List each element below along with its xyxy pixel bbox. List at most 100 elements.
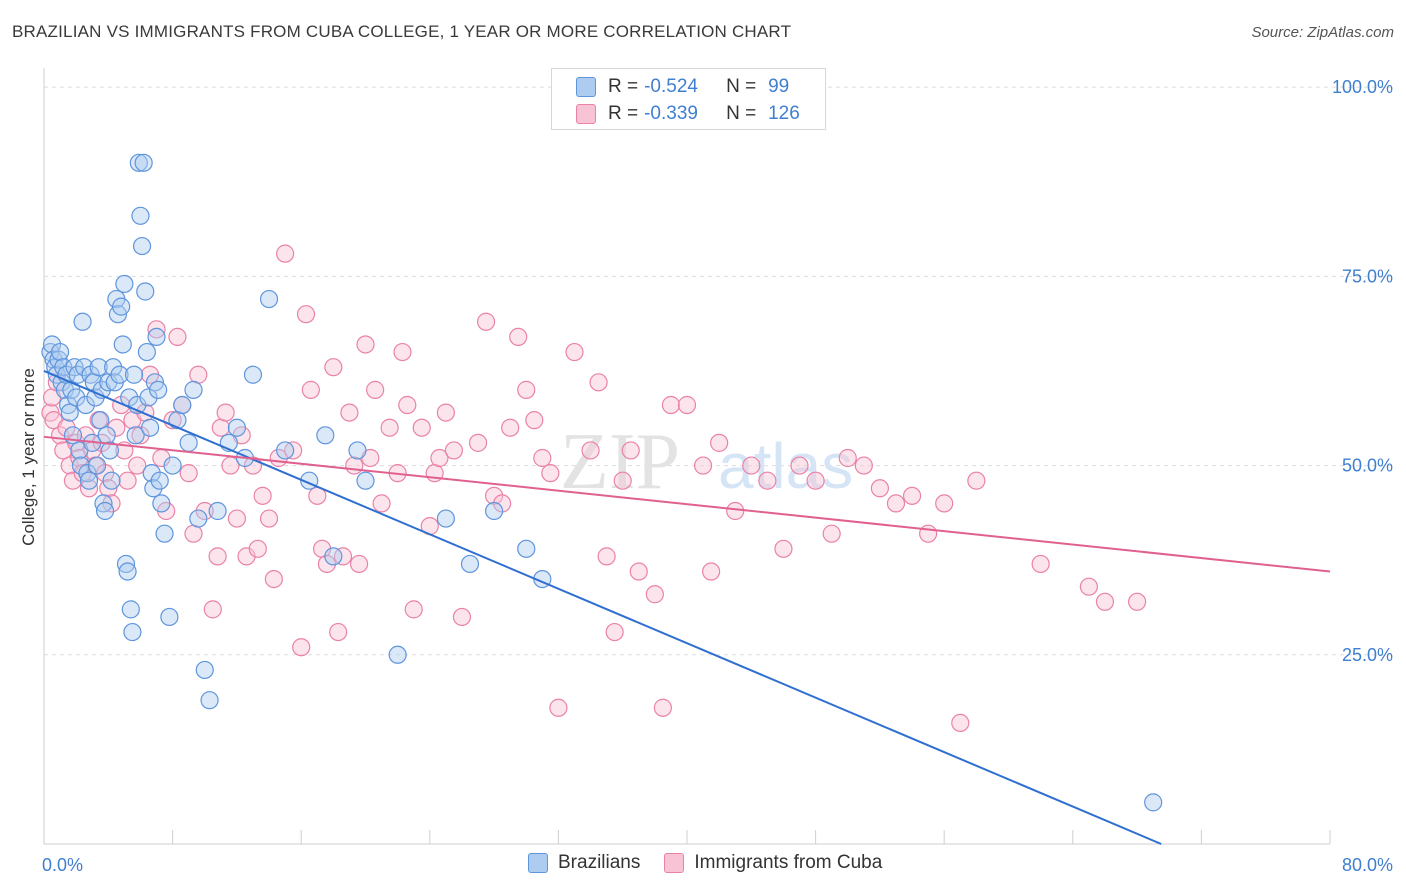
brazilian-point xyxy=(121,600,140,619)
brazilian-point xyxy=(160,607,179,627)
cuba-point xyxy=(203,600,222,619)
trend-lines xyxy=(43,370,1331,845)
brazilian-point xyxy=(118,562,137,581)
brazilian-point xyxy=(110,365,129,384)
brazilian-point xyxy=(152,494,171,513)
brazilian-point xyxy=(316,426,335,445)
cuba-point xyxy=(195,501,214,521)
brazilian-point xyxy=(517,539,536,558)
cuba-point xyxy=(581,441,600,460)
cuba-point xyxy=(702,562,721,581)
brazilian-point xyxy=(436,509,455,528)
cuba-point xyxy=(57,418,76,437)
cuba-swatch xyxy=(664,853,685,873)
y-axis-label: College, 1 year or more xyxy=(19,368,38,546)
cuba-point xyxy=(317,554,337,574)
cuba-point xyxy=(147,320,166,339)
y-tick-label: 50.0% xyxy=(1342,456,1393,476)
cuba-point xyxy=(838,448,857,468)
cuba-point xyxy=(430,448,449,468)
cuba-point xyxy=(774,539,793,558)
cuba-point xyxy=(517,380,536,399)
cuba-point xyxy=(253,486,272,505)
cuba-point xyxy=(951,713,970,733)
cuba-point xyxy=(726,501,745,521)
watermark-atlas: atlas xyxy=(718,430,853,502)
brazilian-point xyxy=(73,312,92,331)
cuba-point xyxy=(340,403,359,422)
y-tick-label: 75.0% xyxy=(1342,266,1393,286)
brazilian-point xyxy=(147,327,166,347)
cuba-point xyxy=(509,327,528,347)
brazilian-point xyxy=(184,380,203,399)
cuba-point xyxy=(468,433,488,452)
brazilian-point xyxy=(79,471,99,490)
cuba-point xyxy=(621,441,640,460)
brazilian-point xyxy=(44,350,63,369)
cuba-point xyxy=(349,554,369,574)
brazilian-point xyxy=(144,479,163,498)
x-tick-label: 0.0% xyxy=(42,855,83,875)
cuba-point xyxy=(549,698,568,717)
brazilian-point xyxy=(132,236,152,256)
cuba-point xyxy=(742,456,761,475)
cuba-point xyxy=(693,456,713,475)
y-tick-label: 100.0% xyxy=(1332,77,1393,97)
n-value: 99 xyxy=(768,76,790,97)
cuba-point xyxy=(184,524,203,543)
cuba-point xyxy=(276,244,295,263)
r-value: -0.524 xyxy=(644,76,698,97)
brazilian-point xyxy=(113,335,132,354)
source-credit: Source: ZipAtlas.com xyxy=(1251,24,1394,41)
chart-title: BRAZILIAN VS IMMIGRANTS FROM CUBA COLLEG… xyxy=(12,22,792,41)
brazilian-point xyxy=(150,471,169,490)
brazilian-point xyxy=(189,509,208,528)
brazilian-point xyxy=(115,274,134,294)
cuba-point xyxy=(333,547,353,566)
cuba-point xyxy=(324,358,343,377)
brazilian-point xyxy=(460,554,480,574)
cuba-point xyxy=(118,471,137,490)
cuba-point xyxy=(372,494,391,513)
brazilian-point xyxy=(102,471,121,490)
brazilian-point xyxy=(78,464,97,483)
brazilian-point xyxy=(91,411,110,430)
cuba-point xyxy=(710,433,729,452)
brazilian-point xyxy=(129,153,148,172)
brazilian-point xyxy=(116,554,136,574)
brazilian-point xyxy=(163,456,182,475)
legend-item-cuba[interactable]: Immigrants from Cuba xyxy=(664,852,882,874)
cuba-point xyxy=(629,562,648,581)
r-value: -0.339 xyxy=(644,103,698,124)
brazilian-point xyxy=(97,426,116,445)
legend-row-brazilians: R = -0.524 N = 99 xyxy=(576,74,789,100)
n-value: 126 xyxy=(768,103,800,124)
brazilian-point xyxy=(139,388,158,407)
cuba-point xyxy=(168,327,187,347)
brazilian-point xyxy=(89,358,108,377)
cuba-point xyxy=(653,698,672,717)
cuba-point xyxy=(533,448,552,468)
cuba-point xyxy=(476,312,496,331)
cuba-point xyxy=(758,471,777,490)
brazilian-point xyxy=(149,380,168,399)
brazilian-point xyxy=(324,547,343,566)
cuba-point xyxy=(902,486,922,505)
cuba-point xyxy=(248,539,267,558)
brazilian-point xyxy=(100,441,120,460)
cuba-point xyxy=(356,335,375,354)
r-label: R = xyxy=(608,103,639,124)
cuba-point xyxy=(76,426,95,445)
legend-item-brazilians[interactable]: Brazilians xyxy=(528,852,640,874)
cuba-point xyxy=(613,471,632,490)
cuba-point xyxy=(179,464,198,483)
cuba-point xyxy=(935,494,954,513)
stats-legend: R = -0.524 N = 99 R = -0.339 N = 126 xyxy=(551,68,826,130)
cuba-point xyxy=(919,524,938,543)
cuba-point xyxy=(131,426,150,445)
cuba-point xyxy=(565,342,584,362)
cuba-trend-line xyxy=(43,435,1331,573)
cuba-point xyxy=(1031,554,1050,574)
cuba-point xyxy=(63,471,83,490)
